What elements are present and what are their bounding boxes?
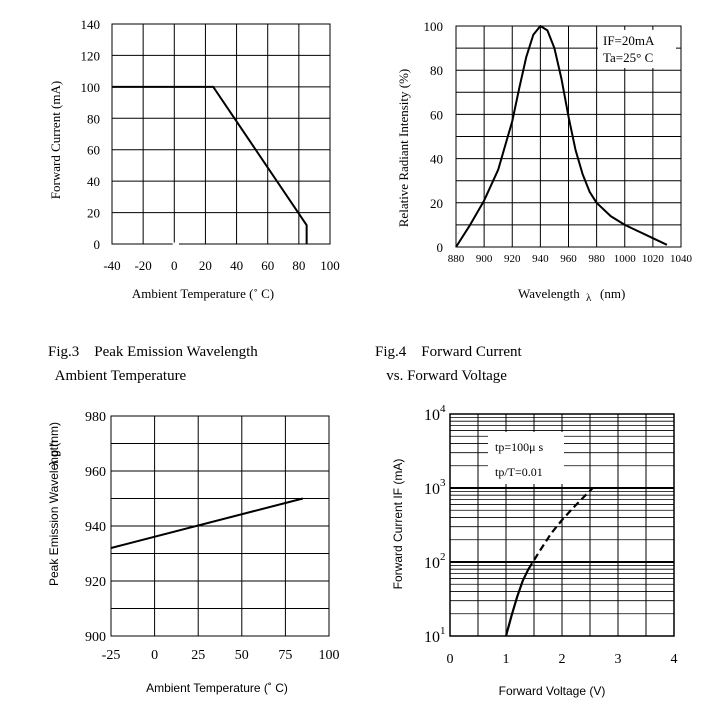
c1-y-tick-label: 60 xyxy=(87,143,100,158)
c1-y-tick-label: 140 xyxy=(81,17,101,32)
c3-x-tick-label: 75 xyxy=(278,648,292,663)
c4-x-tick-label: 1 xyxy=(503,652,510,667)
c4-tick-labels: 0 1 2 3 4 101 102 103 104 xyxy=(424,403,678,667)
c4-y-tick-label: 102 xyxy=(424,551,446,572)
c1-x-tick-label: 20 xyxy=(199,258,212,273)
c4-annotation-line-2: tp/T=0.01 xyxy=(495,465,543,479)
c1-tick-labels: -40 -20 0 20 40 60 80 100 0 20 40 60 80 100 120 140 xyxy=(81,17,340,273)
c4-x-tick-label: 2 xyxy=(559,652,566,667)
c4-series-line-solid xyxy=(504,568,530,637)
c1-x-tick-label: 0 xyxy=(171,258,178,273)
c2-x-tick-label: 940 xyxy=(532,253,549,265)
c2-series-line xyxy=(455,25,668,248)
c3-series xyxy=(110,497,304,549)
c1-y-axis-label: Forward Current (mA) xyxy=(48,81,63,199)
c1-y-tick-label: 80 xyxy=(87,111,100,126)
c1-y-tick-label: 40 xyxy=(87,174,100,189)
c3-y-tick-label: 980 xyxy=(85,410,106,425)
c3-y-tick-label: 960 xyxy=(85,465,106,480)
fig3-caption-line-1: Fig.3 Peak Emission Wavelength xyxy=(48,344,258,360)
c1-x-tick-label: -40 xyxy=(103,258,120,273)
c1-x-tick-label: -20 xyxy=(134,258,151,273)
c3-x-tick-label: 25 xyxy=(191,648,205,663)
c3-x-tick-label: 50 xyxy=(235,648,249,663)
c2-x-axis-unit: (nm) xyxy=(600,286,625,301)
c3-x-tick-label: -25 xyxy=(102,648,121,663)
c3-x-axis-label: Ambient Temperature (˚ C) xyxy=(146,681,288,695)
c3-x-tick-label: 0 xyxy=(151,648,158,663)
c2-y-tick-label: 100 xyxy=(424,19,444,34)
c2-annotation-bg xyxy=(598,30,676,68)
c3-grid xyxy=(110,415,330,637)
c4-series-line-dashed xyxy=(527,487,594,570)
c4-x-tick-label: 3 xyxy=(615,652,622,667)
c2-series xyxy=(455,25,668,248)
c1-x-tick-label: 80 xyxy=(292,258,305,273)
chart-peak-wavelength-vs-temperature: -25 0 25 50 75 100 900 920 940 960 980 Ambient Tem… xyxy=(47,410,340,695)
c2-x-tick-label: 960 xyxy=(560,253,577,265)
chart-forward-current-vs-temperature: -40 -20 0 20 40 60 80 100 0 20 40 60 80 100 120 140 Amb… xyxy=(48,17,340,301)
c4-y-tick-label: 103 xyxy=(424,477,446,498)
c2-x-tick-label: 980 xyxy=(588,253,605,265)
c2-x-axis-label: Wavelength xyxy=(518,286,580,301)
c1-x-axis-label: Ambient Temperature (˚ C) xyxy=(132,286,274,301)
c2-x-tick-label: 1000 xyxy=(614,253,637,265)
c1-series xyxy=(112,85,308,244)
c4-y-tick-label: 104 xyxy=(424,403,446,424)
c1-y-tick-label: 120 xyxy=(81,48,101,63)
c4-x-tick-label: 0 xyxy=(447,652,454,667)
chart-radiant-intensity-vs-wavelength: 880 900 920 940 960 980 1000 1020 1040 0 20 40 60 80 1… xyxy=(396,19,693,304)
c2-y-tick-label: 80 xyxy=(430,63,443,78)
fig3-caption-line-2: Ambient Temperature xyxy=(48,368,187,384)
c3-y-tick-label: 940 xyxy=(85,520,106,535)
c4-x-axis-label: Forward Voltage (V) xyxy=(499,684,606,698)
c4-x-tick-label: 4 xyxy=(671,652,678,667)
c2-y-tick-label: 60 xyxy=(430,107,443,122)
c2-y-axis-label: Relative Radiant Intensity (%) xyxy=(396,69,411,227)
c2-x-tick-label: 1040 xyxy=(670,253,693,265)
fig4-caption-line-1: Fig.4 Forward Current xyxy=(375,344,522,360)
c3-y-tick-label: 920 xyxy=(85,575,106,590)
c2-x-tick-label: 1020 xyxy=(642,253,665,265)
c1-y-tick-label: 20 xyxy=(87,206,100,221)
c1-x-tick-label: 60 xyxy=(261,258,274,273)
fig4-caption-line-2: vs. Forward Voltage xyxy=(375,368,507,384)
c2-annotation-line-2: Ta=25° C xyxy=(603,50,653,65)
c3-x-tick-label: 100 xyxy=(319,648,340,663)
c2-x-axis-lambda: λ xyxy=(586,292,592,304)
c1-x-tick-label: 40 xyxy=(230,258,243,273)
c3-tick-labels: -25 0 25 50 75 100 900 920 940 960 980 xyxy=(85,410,340,663)
c3-series-line xyxy=(110,497,304,549)
c1-y-tick-label: 100 xyxy=(81,80,101,95)
c4-series xyxy=(504,487,594,637)
c2-y-tick-label: 0 xyxy=(437,240,444,255)
c2-x-tick-label: 920 xyxy=(504,253,521,265)
c3-y-axis-symbol: λ p (nm) xyxy=(47,422,61,466)
c2-annotation-line-1: IF=20mA xyxy=(603,33,655,48)
c2-y-tick-label: 40 xyxy=(430,152,443,167)
c1-series-line xyxy=(112,85,308,244)
c2-x-tick-label: 880 xyxy=(448,253,465,265)
c4-annotation-line-1: tp=100μ s xyxy=(495,440,544,454)
c1-x-tick-label: 100 xyxy=(320,258,340,273)
c2-tick-labels: 880 900 920 940 960 980 1000 1020 1040 0 20 40 60 80 1… xyxy=(424,19,693,265)
c2-x-tick-label: 900 xyxy=(476,253,493,265)
c4-annotation-bg xyxy=(488,432,564,484)
chart-forward-current-vs-voltage: tp=100μ s tp/T=0.01 0 1 2 3 4 101 102 103 104 Fo… xyxy=(391,403,678,698)
c3-y-axis-label: Peak Emission Wavelength xyxy=(47,440,61,586)
c4-y-tick-label: 101 xyxy=(424,625,446,646)
c3-y-tick-label: 900 xyxy=(85,630,106,645)
c1-y-tick-label: 0 xyxy=(94,237,101,252)
c2-y-tick-label: 20 xyxy=(430,196,443,211)
c4-y-axis-label: Forward Current IF (mA) xyxy=(391,459,405,590)
